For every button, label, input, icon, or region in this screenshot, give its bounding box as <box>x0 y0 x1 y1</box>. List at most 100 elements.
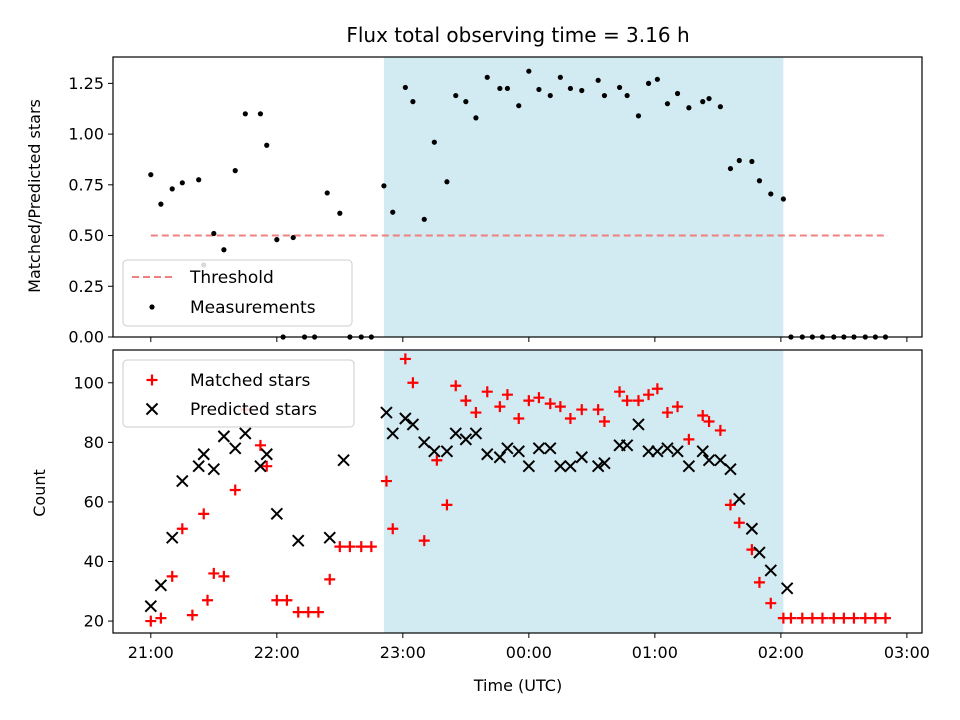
measurement-point <box>211 230 217 237</box>
predicted-star-point <box>522 459 536 473</box>
matched-star-point <box>198 508 210 520</box>
measurement-point <box>749 158 755 165</box>
matched-star-point <box>785 612 797 624</box>
predicted-star-point <box>418 436 431 449</box>
predicted-star-point <box>745 522 759 535</box>
measurement-point <box>444 179 450 185</box>
measurement-point <box>635 113 642 119</box>
predicted-star-point <box>386 427 399 440</box>
y-tick-label: 0.75 <box>68 175 104 194</box>
measurement-point <box>158 201 164 207</box>
x-axis-label: Time (UTC) <box>473 676 562 695</box>
matched-star-point <box>838 612 850 624</box>
predicted-star-point <box>144 599 158 613</box>
predicted-star-point <box>661 442 674 455</box>
x-tick-label: 22:00 <box>254 643 300 662</box>
matched-star-point <box>355 541 367 553</box>
matched-star-point <box>208 567 220 579</box>
predicted-star-point <box>380 406 393 419</box>
predicted-star-point <box>714 454 727 467</box>
matched-star-point <box>324 573 336 585</box>
matched-star-point <box>564 413 576 425</box>
predicted-star-point <box>337 454 350 467</box>
measurement-point <box>526 68 532 74</box>
predicted-star-point <box>591 459 605 473</box>
measurement-point <box>484 74 490 80</box>
measurement-point <box>221 247 227 253</box>
measurement-point <box>257 111 264 117</box>
predicted-star-point <box>620 439 634 452</box>
predicted-star-point <box>292 534 305 547</box>
measurement-point <box>390 209 396 215</box>
measurement-point <box>547 92 553 99</box>
matched-star-point <box>166 570 178 582</box>
measurement-point <box>664 101 671 107</box>
predicted-star-point <box>554 459 567 473</box>
measurement-point <box>686 105 692 111</box>
observing-window-span <box>383 57 784 337</box>
measurement-point <box>557 74 563 80</box>
matched-star-point <box>418 535 430 547</box>
predicted-star-point <box>406 418 420 431</box>
y-tick-label: 0.25 <box>68 277 104 296</box>
measurement-point <box>402 84 408 91</box>
matched-star-point <box>714 424 726 436</box>
x-tick-label: 21:00 <box>128 643 174 662</box>
x-tick-label: 23:00 <box>380 643 426 662</box>
matched-star-point <box>554 401 566 413</box>
predicted-star-point <box>651 445 664 458</box>
predicted-star-point <box>632 418 645 431</box>
matched-star-point <box>614 386 626 398</box>
x-tick-label: 02:00 <box>758 643 804 662</box>
measurement-point <box>337 210 343 216</box>
measurement-point <box>232 168 238 174</box>
bottom-axes-frame <box>112 349 923 634</box>
matched-star-point <box>621 395 633 407</box>
matched-legend-swatch <box>146 374 158 386</box>
predicted-star-point <box>512 445 525 458</box>
predicted-star-point <box>254 459 267 473</box>
measurement-point <box>324 190 330 196</box>
matched-star-point <box>441 499 453 511</box>
matched-star-point <box>828 612 840 624</box>
measurements-legend-label: Measurements <box>190 298 316 318</box>
predicted-star-point <box>428 445 441 458</box>
matched-star-point <box>703 415 715 427</box>
measurement-point <box>410 99 416 105</box>
matched-star-point <box>365 541 377 553</box>
measurement-point <box>264 142 270 148</box>
y-tick-label: 0.50 <box>68 226 104 245</box>
y-tick-label: 40 <box>84 552 104 571</box>
matched-star-point <box>859 612 871 624</box>
matched-star-point <box>218 570 230 582</box>
measurement-point <box>453 92 459 99</box>
measurement-point <box>756 178 763 184</box>
measurement-point <box>242 111 248 117</box>
measurements-legend-swatch <box>149 304 155 310</box>
measurement-point <box>654 76 660 82</box>
measurement-point <box>601 92 608 99</box>
predicted-star-point <box>724 462 737 476</box>
threshold-legend-label: Threshold <box>189 268 274 288</box>
bottom-legend-box <box>122 359 355 428</box>
matched-star-point <box>431 454 443 466</box>
matched-star-point <box>460 395 472 407</box>
measurement-point <box>768 191 774 197</box>
measurement-point <box>567 85 574 92</box>
matched-star-point <box>271 594 283 606</box>
matched-star-point <box>387 523 399 535</box>
matched-star-point <box>254 439 266 451</box>
measurement-point <box>381 183 387 189</box>
matched-star-point <box>481 386 493 398</box>
measurement-point <box>504 85 511 92</box>
predicted-star-point <box>449 427 462 440</box>
predicted-star-point <box>399 412 412 425</box>
measurement-point <box>727 165 734 172</box>
matched-star-point <box>816 612 828 624</box>
measurement-point <box>616 84 623 91</box>
predicted-star-point <box>753 546 766 559</box>
predicted-star-point <box>469 427 483 440</box>
matched-star-point <box>651 383 663 395</box>
top-legend-box <box>122 259 353 327</box>
